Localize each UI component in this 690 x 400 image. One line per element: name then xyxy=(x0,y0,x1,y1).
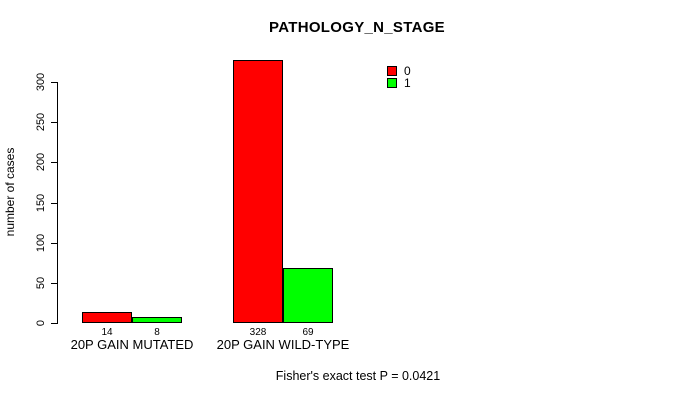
y-tick-mark xyxy=(51,122,57,123)
y-tick-label: 0 xyxy=(35,319,47,327)
y-tick-label: 200 xyxy=(35,152,47,172)
bar-value-label: 14 xyxy=(101,327,113,338)
bar-20p-gain-mutated-series-0 xyxy=(82,312,132,323)
y-tick-mark xyxy=(51,82,57,83)
y-tick-mark xyxy=(51,243,57,244)
legend-label: 1 xyxy=(404,76,411,90)
bar-20p-gain-wild-type-series-0 xyxy=(233,60,283,323)
y-tick-label: 300 xyxy=(35,72,47,92)
y-tick-mark xyxy=(51,283,57,284)
y-tick-mark xyxy=(51,323,57,324)
bar-20p-gain-wild-type-series-1 xyxy=(283,268,333,323)
y-tick-label: 50 xyxy=(35,276,47,290)
legend-item-1: 1 xyxy=(387,77,411,89)
legend-swatch-icon xyxy=(387,78,397,88)
legend-item-0: 0 xyxy=(387,65,411,77)
y-tick-label: 250 xyxy=(35,112,47,132)
bar-value-label: 69 xyxy=(302,327,314,338)
chart-title: PATHOLOGY_N_STAGE xyxy=(269,19,445,36)
bar-20p-gain-mutated-series-1 xyxy=(132,317,182,323)
y-tick-label: 150 xyxy=(35,193,47,213)
legend-label: 0 xyxy=(404,64,411,78)
category-label: 20P GAIN MUTATED xyxy=(70,337,194,352)
y-tick-label: 100 xyxy=(35,233,47,253)
y-tick-mark xyxy=(51,203,57,204)
bar-value-label: 328 xyxy=(249,327,267,338)
y-axis-label: number of cases xyxy=(3,147,17,237)
y-axis-line xyxy=(57,82,58,324)
bar-value-label: 8 xyxy=(154,327,160,338)
fisher-test-annotation: Fisher's exact test P = 0.0421 xyxy=(275,369,441,383)
y-tick-mark xyxy=(51,162,57,163)
legend-swatch-icon xyxy=(387,66,397,76)
category-label: 20P GAIN WILD-TYPE xyxy=(216,337,350,352)
